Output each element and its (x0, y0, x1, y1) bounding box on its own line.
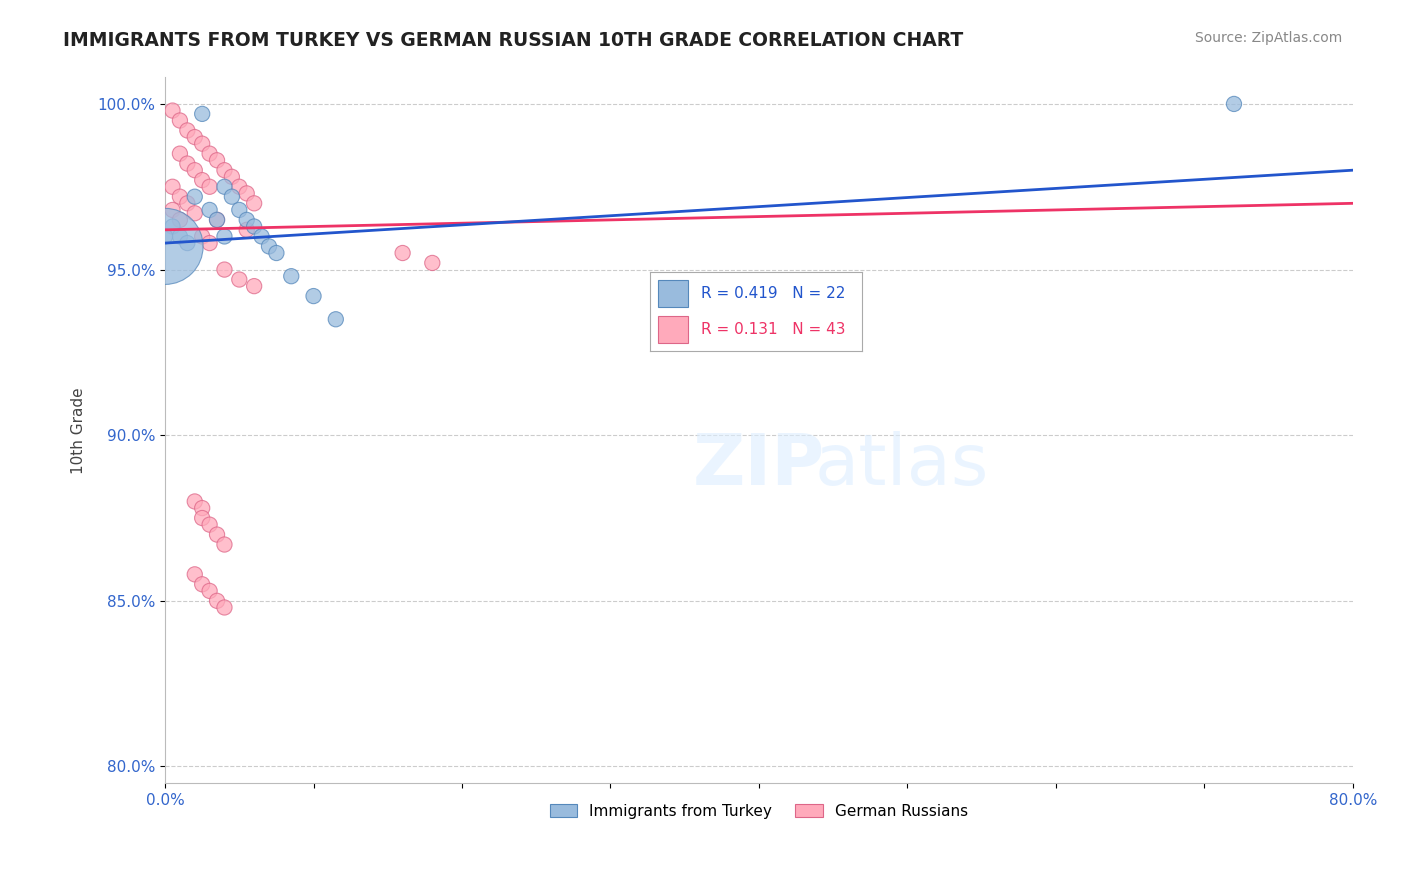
Point (191, 229, 214, 244)
Text: Source: ZipAtlas.com: Source: ZipAtlas.com (1195, 31, 1343, 45)
Point (228, 202, 250, 217)
Point (198, 146, 221, 161)
Point (198, 517, 221, 532)
Point (420, 256, 443, 270)
Text: R = 0.419   N = 22: R = 0.419 N = 22 (700, 285, 845, 301)
Point (198, 236, 221, 251)
Point (169, 229, 191, 244)
Point (1223, 97, 1246, 112)
Point (198, 202, 221, 217)
Point (214, 537, 236, 551)
Point (184, 190, 207, 204)
Point (169, 146, 191, 161)
Point (228, 179, 250, 194)
Point (191, 136, 214, 151)
Point (214, 163, 236, 178)
Point (205, 213, 228, 227)
Point (191, 511, 214, 525)
Point (205, 153, 228, 168)
Point (391, 246, 413, 260)
Point (191, 107, 214, 121)
Point (257, 239, 280, 253)
Point (243, 196, 266, 211)
Point (221, 190, 243, 204)
Point (198, 583, 221, 598)
Point (191, 501, 214, 516)
Text: IMMIGRANTS FROM TURKEY VS GERMAN RUSSIAN 10TH GRADE CORRELATION CHART: IMMIGRANTS FROM TURKEY VS GERMAN RUSSIAN… (63, 31, 963, 50)
Text: ZIP: ZIP (693, 431, 825, 500)
Point (153, 239, 176, 253)
Point (184, 130, 207, 145)
Point (191, 173, 214, 187)
Y-axis label: 10th Grade: 10th Grade (72, 387, 86, 474)
Point (184, 567, 207, 582)
Point (250, 229, 273, 244)
Point (280, 269, 302, 284)
Point (228, 272, 250, 286)
Text: atlas: atlas (814, 431, 988, 500)
Point (169, 190, 191, 204)
Point (205, 213, 228, 227)
Point (191, 577, 214, 591)
Legend: Immigrants from Turkey, German Russians: Immigrants from Turkey, German Russians (544, 797, 974, 825)
Point (235, 213, 257, 227)
Point (214, 229, 236, 244)
Point (176, 236, 198, 251)
Point (221, 169, 243, 184)
Point (162, 202, 184, 217)
Point (176, 196, 198, 211)
Point (214, 179, 236, 194)
Point (162, 103, 184, 118)
Point (325, 312, 347, 326)
Point (205, 527, 228, 541)
Point (176, 123, 198, 137)
Text: R = 0.131   N = 43: R = 0.131 N = 43 (700, 322, 845, 337)
Point (176, 156, 198, 170)
Point (198, 179, 221, 194)
Point (184, 206, 207, 220)
Point (243, 219, 266, 234)
Point (162, 219, 184, 234)
Point (266, 246, 288, 260)
Point (302, 289, 325, 303)
Point (169, 213, 191, 227)
Point (243, 279, 266, 293)
Bar (658, 280, 688, 307)
Point (235, 186, 257, 201)
Point (153, 229, 176, 244)
Point (205, 594, 228, 608)
Point (162, 179, 184, 194)
Point (214, 262, 236, 277)
Point (169, 113, 191, 128)
Point (214, 600, 236, 615)
Bar (658, 316, 688, 343)
Point (184, 494, 207, 508)
Point (235, 223, 257, 237)
Point (184, 163, 207, 178)
